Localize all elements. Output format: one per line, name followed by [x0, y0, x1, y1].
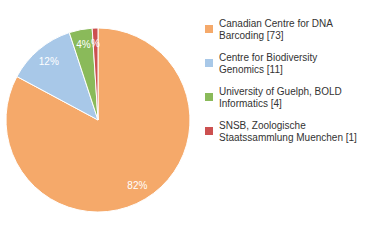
- svg-text:82%: 82%: [127, 180, 147, 191]
- svg-text:Canadian Centre for DNA: Canadian Centre for DNA: [219, 18, 333, 29]
- svg-text:Staatssammlung Muenchen [1]: Staatssammlung Muenchen [1]: [219, 132, 357, 143]
- svg-text:Genomics [11]: Genomics [11]: [219, 64, 283, 75]
- svg-text:Informatics [4]: Informatics [4]: [219, 98, 282, 109]
- svg-text:Centre for Biodiversity: Centre for Biodiversity: [219, 52, 317, 63]
- svg-text:Barcoding [73]: Barcoding [73]: [219, 30, 284, 41]
- svg-text:SNSB, Zoologische: SNSB, Zoologische: [219, 120, 306, 131]
- svg-text:University of Guelph, BOLD: University of Guelph, BOLD: [219, 86, 342, 97]
- svg-text:12%: 12%: [39, 56, 59, 67]
- svg-text:%: %: [91, 38, 100, 49]
- svg-text:4%: 4%: [76, 39, 91, 50]
